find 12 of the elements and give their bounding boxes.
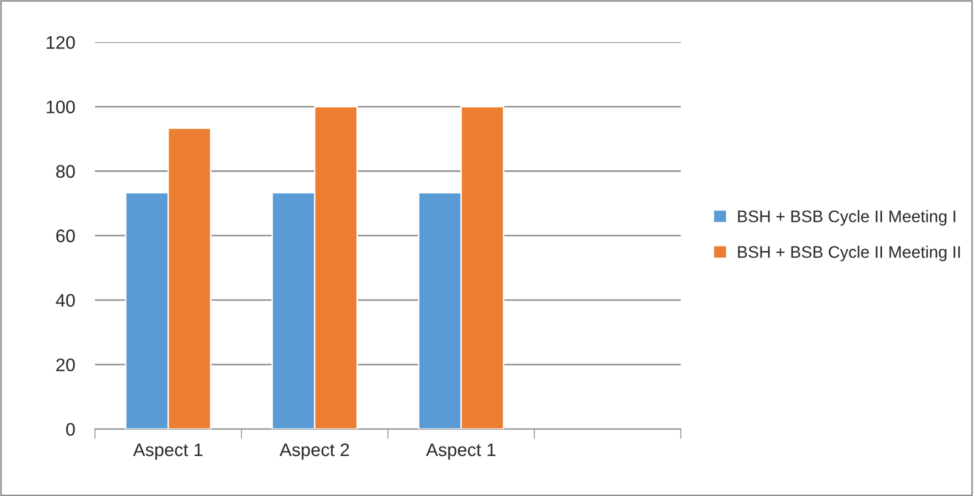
y-tick-label: 120 [46, 36, 75, 49]
legend-label: BSH + BSB Cycle II Meeting I [738, 210, 956, 226]
x-tick-label: Aspect 1 [426, 444, 496, 460]
y-tick-label: 0 [66, 422, 75, 436]
legend-label: BSH + BSB Cycle II Meeting II [738, 246, 960, 262]
x-tick-label: Aspect 1 [133, 444, 202, 460]
y-tick-label: 20 [56, 358, 75, 372]
y-tick-label: 60 [56, 230, 75, 242]
x-tick-label: Aspect 2 [280, 443, 349, 460]
y-tick-label: 80 [56, 165, 75, 178]
y-tick-label: 100 [46, 100, 75, 114]
y-tick-label: 40 [56, 294, 75, 307]
